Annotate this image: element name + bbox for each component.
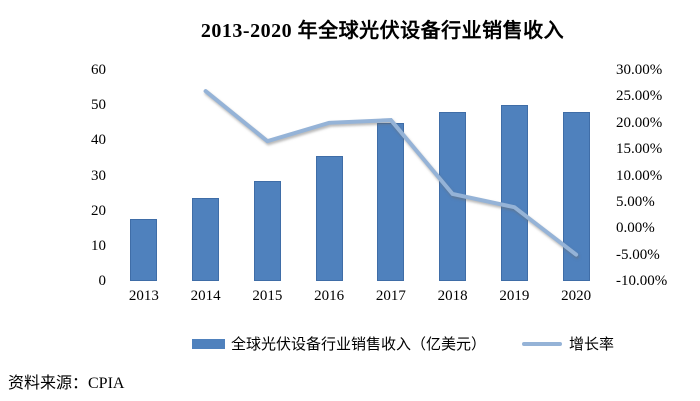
revenue-bar — [377, 122, 405, 281]
source-note: 资料来源：CPIA — [8, 375, 125, 392]
revenue-bar — [439, 112, 467, 281]
revenue-bar — [253, 180, 281, 281]
chart-title: 2013-2020 年全球光伏设备行业销售收入 — [200, 20, 565, 42]
x-axis-category-label: 2017 — [375, 288, 406, 304]
legend-item-growth: 增长率 — [522, 333, 614, 354]
right-axis-tick-label: 0.00% — [616, 220, 655, 237]
left-axis-tick-label: 30 — [91, 167, 106, 184]
right-axis-tick-label: -10.00% — [616, 273, 668, 289]
x-axis-category-label: 2020 — [561, 288, 592, 304]
right-axis-tick-label: 25.00% — [616, 88, 663, 105]
left-axis-tick-label: 60 — [91, 62, 106, 78]
right-axis-tick-label: 20.00% — [616, 114, 663, 131]
right-axis-tick-label: 10.00% — [616, 167, 663, 184]
revenue-bar — [192, 198, 220, 281]
left-axis-tick-label: 10 — [91, 237, 106, 254]
right-axis-tick-label: 5.00% — [616, 193, 655, 210]
x-axis-category-label: 2015 — [252, 288, 283, 304]
x-axis-category-label: 2018 — [437, 288, 468, 304]
revenue-bar — [315, 156, 343, 281]
revenue-bar — [500, 105, 528, 281]
x-axis-category-label: 2013 — [128, 288, 159, 304]
legend-label-revenue: 全球光伏设备行业销售收入（亿美元） — [231, 337, 487, 353]
legend-label-growth: 增长率 — [569, 337, 615, 353]
line-series-swatch — [522, 341, 563, 346]
left-axis-tick-label: 20 — [91, 202, 106, 219]
x-axis-category-label: 2016 — [314, 288, 345, 304]
right-axis-tick-label: 30.00% — [616, 62, 663, 78]
legend: 全球光伏设备行业销售收入（亿美元） 增长率 — [192, 333, 614, 354]
left-axis-tick-label: 0 — [98, 273, 107, 289]
left-axis-tick-label: 40 — [91, 132, 106, 149]
bar-series-swatch — [192, 338, 225, 349]
right-axis-tick-label: 15.00% — [616, 141, 663, 158]
legend-item-revenue: 全球光伏设备行业销售收入（亿美元） — [192, 333, 486, 354]
right-axis-tick-label: -5.00% — [616, 246, 660, 263]
left-axis-tick-label: 50 — [91, 97, 106, 114]
revenue-bar — [562, 112, 590, 281]
x-axis-category-label: 2014 — [190, 288, 221, 304]
x-axis-category-label: 2019 — [499, 288, 530, 304]
revenue-bar — [130, 219, 158, 281]
